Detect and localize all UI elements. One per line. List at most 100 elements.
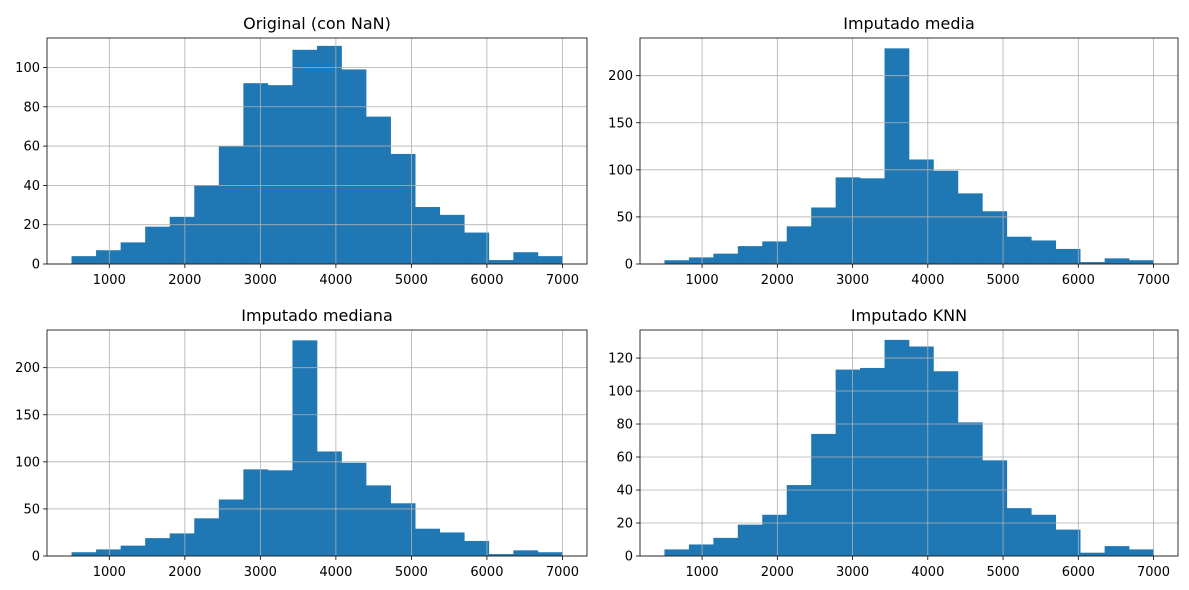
histogram-bar — [439, 532, 465, 556]
histogram-bar — [811, 207, 836, 264]
x-tick-label: 3000 — [244, 273, 277, 288]
histogram-bar — [1104, 258, 1130, 264]
x-tick-label: 2000 — [761, 565, 794, 580]
y-tick-label: 0 — [625, 550, 633, 565]
y-axis: 0 50 100 150 200 — [608, 69, 640, 273]
x-tick-label: 1000 — [93, 565, 126, 580]
y-tick-label: 40 — [23, 179, 40, 194]
histogram-bar — [1129, 260, 1154, 264]
y-axis: 0 20 40 60 80 100 — [15, 61, 47, 273]
x-tick-label: 2000 — [168, 273, 201, 288]
histogram-bar — [366, 485, 391, 556]
subplot-title: Imputado mediana — [241, 306, 393, 325]
subplot-original: Original (con NaN) 1000 2000 3000 4000 5000 6… — [15, 14, 588, 288]
histogram-bar — [513, 550, 539, 556]
y-axis: 0 20 40 60 80 100 120 — [608, 352, 640, 565]
y-tick-label: 80 — [23, 100, 40, 115]
x-axis: 1000 2000 3000 4000 5000 6000 7000 — [93, 556, 579, 580]
histogram-bar — [464, 540, 490, 556]
histogram-bar — [1129, 549, 1154, 556]
histogram-bar — [96, 549, 121, 556]
subplot-title: Original (con NaN) — [243, 14, 391, 33]
histogram-bar — [884, 339, 910, 556]
histogram-bar — [957, 193, 983, 264]
subplot-imputado-mediana: Imputado mediana 1000 2000 3000 4000 5000 600… — [15, 306, 588, 580]
x-tick-label: 4000 — [911, 565, 944, 580]
y-tick-label: 100 — [15, 455, 40, 470]
histogram-bar — [341, 462, 367, 556]
x-tick-label: 5000 — [987, 273, 1020, 288]
y-tick-label: 60 — [23, 140, 40, 155]
histogram-bar — [488, 260, 514, 264]
histogram-bar — [933, 371, 959, 556]
y-tick-label: 150 — [608, 116, 633, 131]
x-tick-label: 4000 — [319, 273, 352, 288]
histogram-bar — [1006, 508, 1032, 556]
y-tick-label: 60 — [616, 451, 633, 466]
x-tick-label: 1000 — [93, 273, 126, 288]
axes-frame — [639, 329, 1179, 557]
y-tick-label: 200 — [608, 69, 633, 84]
histogram-bar — [513, 252, 539, 264]
histogram-bar — [366, 116, 391, 264]
x-tick-label: 2000 — [761, 273, 794, 288]
histogram-bar — [762, 514, 788, 556]
histogram-bar — [194, 518, 220, 556]
y-tick-label: 150 — [15, 408, 40, 423]
y-tick-label: 50 — [23, 502, 40, 517]
subplot-imputado-knn: Imputado KNN 1000 2000 3000 4000 5000 6000 700… — [608, 306, 1179, 580]
histogram-bar — [71, 256, 97, 264]
histogram-bar — [145, 226, 171, 264]
histogram-bar — [860, 367, 885, 556]
histogram-bar — [439, 214, 465, 264]
x-tick-label: 7000 — [546, 273, 579, 288]
x-tick-label: 5000 — [395, 565, 428, 580]
axes-frame — [46, 329, 588, 557]
histogram-bar — [1006, 236, 1032, 264]
x-tick-label: 6000 — [470, 565, 503, 580]
histogram-bar — [1104, 546, 1130, 556]
axes-frame — [639, 37, 1179, 265]
histogram-bar — [96, 250, 121, 264]
subplot-title: Imputado media — [843, 14, 975, 33]
y-axis: 0 50 100 150 200 — [15, 361, 47, 565]
histogram-bar — [1080, 262, 1105, 264]
histogram-bar — [145, 538, 171, 556]
axes-frame — [46, 37, 588, 265]
x-tick-label: 2000 — [168, 565, 201, 580]
histogram-bar — [860, 178, 885, 264]
histogram-bar — [933, 170, 959, 264]
histogram-bar — [267, 470, 293, 556]
x-axis: 1000 2000 3000 4000 5000 6000 7000 — [93, 264, 579, 288]
histogram-bar — [415, 528, 441, 556]
x-tick-label: 1000 — [686, 565, 719, 580]
histogram-bar — [218, 146, 244, 264]
y-tick-label: 100 — [608, 385, 633, 400]
x-axis: 1000 2000 3000 4000 5000 6000 7000 — [686, 556, 1170, 580]
histogram-bar — [664, 549, 690, 556]
histogram-bar — [688, 544, 714, 556]
histogram-bar — [664, 260, 690, 264]
histogram-bar — [811, 433, 836, 556]
histogram-bar — [218, 499, 244, 556]
y-tick-label: 100 — [15, 61, 40, 76]
y-tick-label: 50 — [616, 210, 633, 225]
x-tick-label: 5000 — [395, 273, 428, 288]
x-tick-label: 3000 — [836, 273, 869, 288]
y-tick-label: 100 — [608, 163, 633, 178]
histogram-bar — [737, 524, 763, 556]
x-tick-label: 4000 — [319, 565, 352, 580]
histogram-bar — [169, 533, 195, 556]
histogram-bar — [909, 346, 934, 556]
histogram-bar — [713, 537, 739, 556]
histogram-bar — [267, 85, 293, 264]
x-tick-label: 7000 — [546, 565, 579, 580]
y-tick-label: 0 — [625, 258, 633, 273]
x-tick-label: 3000 — [244, 565, 277, 580]
x-tick-label: 7000 — [1137, 273, 1170, 288]
bars — [664, 339, 1154, 556]
x-tick-label: 6000 — [470, 273, 503, 288]
x-tick-label: 5000 — [987, 565, 1020, 580]
